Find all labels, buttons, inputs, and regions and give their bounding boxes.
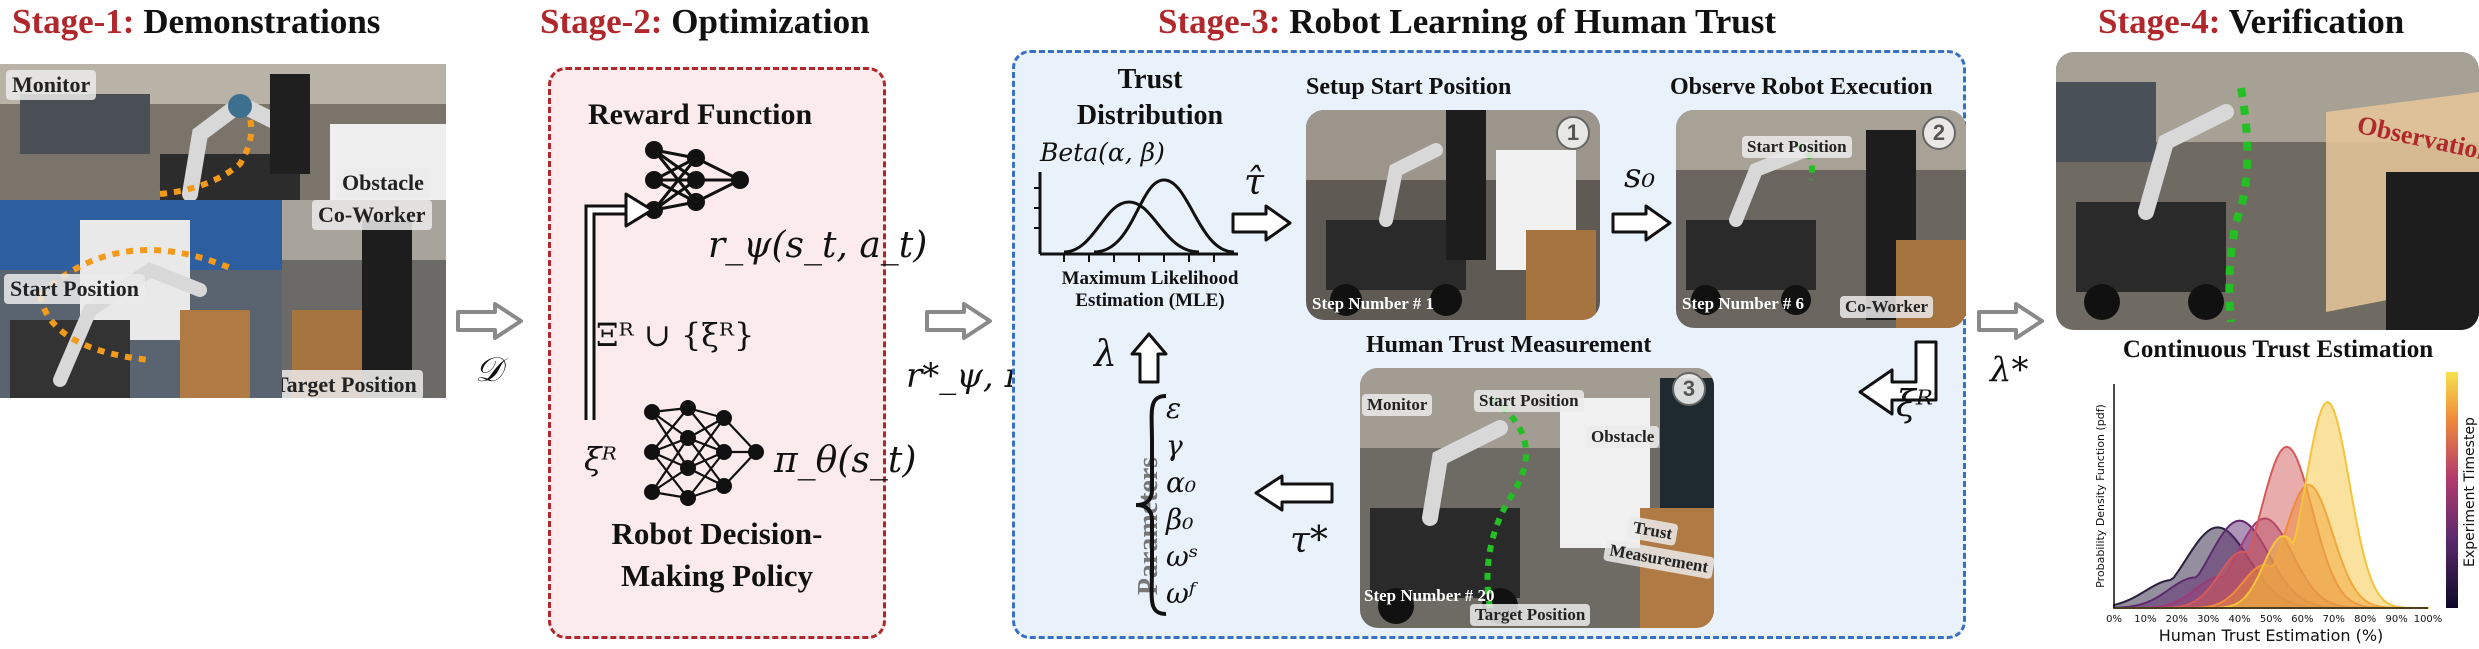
tau-hat-symbol: τ̂ bbox=[1244, 162, 1264, 203]
param-beta0: β₀ bbox=[1166, 503, 1194, 536]
arrow-dist-to-panel1 bbox=[1231, 204, 1292, 242]
co-worker-label: Co-Worker bbox=[312, 200, 432, 230]
panel2-title: Observe Robot Execution bbox=[1670, 74, 1933, 100]
stage2-box bbox=[548, 67, 886, 639]
arrow-stage3-to-stage4 bbox=[1977, 302, 2044, 340]
panel3-title: Human Trust Measurement bbox=[1366, 332, 1652, 358]
trust-distribution-line1: Trust bbox=[1117, 64, 1183, 95]
panel1-title: Setup Start Position bbox=[1306, 74, 1512, 100]
param-omega-s: ωˢ bbox=[1166, 540, 1199, 573]
stage1-photo-bottom: Start Position bbox=[0, 200, 282, 398]
xi-r-symbol-stage3: ξᴿ bbox=[1896, 384, 1933, 425]
policy-expression: π_θ(s_t) bbox=[774, 440, 917, 481]
chart-areas bbox=[2113, 400, 2429, 609]
arrow-panel2-to-panel3 bbox=[1858, 340, 1938, 416]
lambda-star-symbol: λ* bbox=[1990, 350, 2029, 390]
chart-x-tick-label: 30% bbox=[2197, 614, 2219, 625]
target-position-label: Target Position bbox=[282, 370, 423, 398]
dataset-symbol: 𝒟 bbox=[475, 350, 503, 390]
param-alpha0: α₀ bbox=[1166, 466, 1197, 499]
lambda-symbol: λ bbox=[1094, 334, 1117, 375]
panel3-monitor-label: Monitor bbox=[1362, 394, 1433, 416]
stage3-title: Stage-3: Robot Learning of Human Trust bbox=[1158, 2, 1777, 41]
arrow-stage2-to-stage3 bbox=[925, 302, 992, 340]
demo-set-expression: Ξᴿ ∪ {ξᴿ} bbox=[596, 316, 755, 354]
panel2-start-position-label: Start Position bbox=[1742, 136, 1852, 158]
panel2-scene bbox=[1676, 110, 1966, 328]
mle-line1: Maximum Likelihood bbox=[1061, 268, 1239, 289]
chart-colorbar bbox=[2446, 372, 2458, 608]
feedback-loop-arrow bbox=[584, 192, 654, 420]
panel1-step-badge: 1 bbox=[1556, 116, 1590, 150]
panel2-step-badge: 2 bbox=[1922, 116, 1956, 150]
tau-star-symbol: τ* bbox=[1290, 520, 1328, 561]
panel3-step-label: Step Number # 20 bbox=[1364, 586, 1495, 605]
policy-label-line1: Robot Decision- bbox=[611, 516, 823, 551]
trust-chart: 0% 10% 20% 30% 40% 50% 60% 70% 80% 90% 100% Human … bbox=[2094, 372, 2478, 645]
stage1-photo-top-scene bbox=[0, 64, 446, 200]
chart-x-tick-label: 60% bbox=[2291, 614, 2313, 625]
chart-x-label: Human Trust Estimation (%) bbox=[2159, 626, 2384, 645]
panel3-target-position-label: Target Position bbox=[1470, 604, 1591, 626]
reward-network-icon bbox=[645, 141, 749, 219]
chart-x-tick-label: 90% bbox=[2385, 614, 2407, 625]
chart-x-tick-label: 10% bbox=[2134, 614, 2156, 625]
chart-x-tick-label: 0% bbox=[2106, 614, 2122, 625]
reward-function-label: Reward Function bbox=[588, 98, 813, 131]
obstacle-label: Obstacle bbox=[336, 168, 430, 198]
param-omega-f: ωᶠ bbox=[1166, 577, 1196, 610]
panel2-co-worker-label: Co-Worker bbox=[1840, 296, 1934, 318]
parameters-list: ε γ α₀ β₀ ωˢ ωᶠ bbox=[1166, 390, 1198, 612]
panel2-photo: 2 Start Position Co-Worker Step Number #… bbox=[1676, 110, 1966, 328]
panel3-step-badge: 3 bbox=[1672, 372, 1706, 406]
chart-x-tick-label: 40% bbox=[2228, 614, 2250, 625]
param-gamma: γ bbox=[1166, 429, 1183, 462]
panel2-step-label: Step Number # 6 bbox=[1682, 294, 1804, 313]
stage1-photo-right: Co-Worker Target Position bbox=[282, 200, 446, 398]
panel3-photo: 3 Monitor Start Position Obstacle Trust … bbox=[1360, 368, 1714, 628]
reward-expression: r_ψ(s_t, a_t) bbox=[708, 225, 928, 266]
chart-title: Continuous Trust Estimation bbox=[2122, 336, 2434, 363]
stage1-photo-top: Monitor Obstacle bbox=[0, 64, 446, 200]
monitor-label: Monitor bbox=[6, 70, 97, 100]
chart-x-tick-label: 20% bbox=[2166, 614, 2188, 625]
parameters-brace bbox=[1135, 394, 1167, 616]
arrow-measure-to-params bbox=[1254, 474, 1334, 512]
s0-symbol: s₀ bbox=[1624, 156, 1656, 196]
start-position-label: Start Position bbox=[4, 274, 145, 304]
policy-network-icon bbox=[644, 400, 764, 506]
chart-x-tick-label: 70% bbox=[2323, 614, 2345, 625]
trust-distribution-line2: Distribution bbox=[1076, 100, 1224, 131]
chart-x-tick-label: 50% bbox=[2260, 614, 2282, 625]
stage2-title: Stage-2: Optimization bbox=[540, 2, 870, 41]
beta-expression: Beta(α, β) bbox=[1040, 138, 1165, 167]
chart-x-tick-label: 80% bbox=[2354, 614, 2376, 625]
arrow-panel1-to-panel2 bbox=[1611, 204, 1672, 242]
beta-distribution-icon bbox=[1034, 172, 1238, 262]
arrow-stage1-to-stage2 bbox=[456, 302, 523, 340]
panel3-start-position-label: Start Position bbox=[1474, 390, 1584, 412]
arrow-params-up bbox=[1130, 332, 1168, 384]
stage4-scene bbox=[2056, 52, 2479, 330]
chart-x-tick-label: 100% bbox=[2414, 614, 2443, 625]
chart-colorbar-label: Experiment Timestep bbox=[2462, 417, 2478, 567]
chart-x-ticks: 0% 10% 20% 30% 40% 50% 60% 70% 80% 90% 100% bbox=[2106, 614, 2442, 625]
xi-r-symbol-stage2: ξᴿ bbox=[584, 440, 617, 478]
stage1-photo-right-scene bbox=[282, 200, 446, 398]
policy-label-line2: Making Policy bbox=[620, 558, 814, 593]
stage4-title: Stage-4: Verification bbox=[2098, 2, 2405, 41]
stage1-title: Stage-1: Demonstrations bbox=[12, 2, 381, 41]
chart-y-label: Probability Density Function (pdf) bbox=[2094, 404, 2107, 588]
panel3-obstacle-label: Obstacle bbox=[1586, 426, 1660, 448]
panel1-step-label: Step Number # 1 bbox=[1312, 294, 1434, 313]
param-epsilon: ε bbox=[1166, 392, 1182, 425]
stage4-photo: Observation bbox=[2056, 52, 2479, 330]
panel1-scene bbox=[1306, 110, 1600, 320]
mle-line2: Estimation (MLE) bbox=[1075, 290, 1225, 311]
panel1-photo: 1 Step Number # 1 bbox=[1306, 110, 1600, 320]
